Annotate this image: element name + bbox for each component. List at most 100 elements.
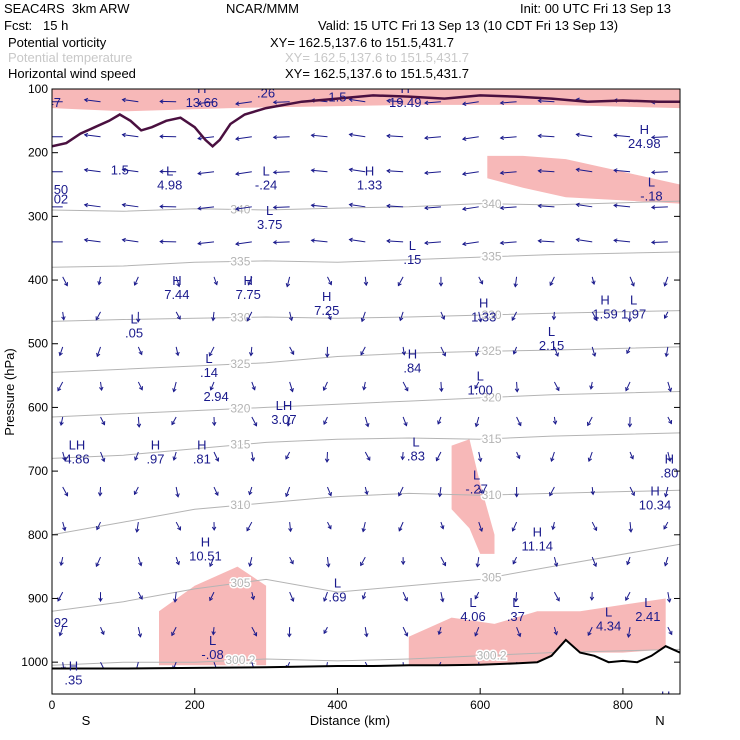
wind-vector-head (323, 597, 328, 602)
wind-vector-head (553, 562, 559, 568)
wind-vector-head (663, 314, 668, 319)
wind-vector (462, 171, 479, 175)
wind-vector-head (551, 525, 556, 531)
wind-vector-head (441, 315, 446, 320)
wind-vector (516, 381, 518, 392)
theta-contour-line (52, 200, 680, 212)
theta-contour-label: 325 (230, 357, 250, 371)
wind-vector-head (83, 97, 89, 103)
wind-vector-head (537, 238, 542, 244)
x-tick-label: 200 (185, 698, 205, 712)
wind-vector (478, 521, 483, 532)
extremum-marker: H (197, 437, 206, 452)
wind-vector-head (475, 563, 480, 568)
wind-vector (538, 240, 555, 243)
wind-vector-head (209, 596, 214, 602)
extremum-value: .35 (64, 672, 82, 687)
extremum-value: 10.34 (639, 497, 672, 512)
y-axis-label: Pressure (hPa) (2, 348, 17, 435)
wind-vector (175, 521, 181, 531)
wind-vector-head (211, 421, 217, 427)
wind-vector-head (138, 562, 143, 567)
wind-vector-head (62, 526, 67, 532)
wind-vector (235, 241, 252, 245)
wind-vector-head (628, 528, 633, 533)
wind-vector-head (121, 202, 126, 208)
wind-vector-head (360, 317, 366, 323)
theta-contour-label: 340 (230, 203, 250, 217)
wind-vector (251, 416, 257, 427)
wind-vector-head (591, 352, 597, 357)
wind-vector (553, 626, 558, 635)
wind-vector (249, 556, 253, 567)
wind-vector (84, 99, 101, 103)
wind-vector-head (474, 422, 480, 428)
wind-vector (462, 206, 479, 210)
wind-vector-head (499, 170, 505, 176)
wind-vector-head (348, 202, 353, 208)
wind-vector (247, 276, 253, 286)
wind-vector (311, 169, 328, 173)
wind-vector-head (438, 282, 444, 287)
wind-vector (84, 169, 101, 173)
wind-vector-head (366, 456, 371, 461)
wind-vector (174, 592, 177, 602)
extremum-value: 8.59 (457, 713, 482, 728)
wind-vector-head (401, 351, 407, 356)
wind-vector-head (537, 133, 542, 139)
wind-vector (478, 276, 483, 285)
wind-vector (651, 241, 668, 244)
wind-vector (440, 346, 446, 357)
wind-vector (629, 276, 635, 287)
extremum-value: .92 (50, 615, 68, 630)
wind-vector (235, 206, 252, 210)
wind-vector-head (591, 280, 596, 286)
theta-contour-label: 310 (230, 498, 250, 512)
wind-vector (667, 626, 673, 635)
wind-vector (212, 627, 215, 635)
pv-fill-region (408, 598, 666, 666)
wind-vector (364, 451, 371, 461)
extremum-marker: H (354, 699, 363, 714)
wind-vector (500, 136, 517, 139)
wind-vector (591, 521, 597, 531)
wind-vector-head (135, 528, 140, 533)
init-time: Init: 00 UTC Fri 13 Sep 13 (520, 1, 672, 16)
extremum-value: 13.66 (186, 95, 219, 110)
theta-contour-label: 310 (482, 488, 502, 502)
wind-vector-head (398, 492, 402, 497)
wind-vector (667, 381, 672, 392)
extremum-marker: LH (69, 437, 86, 452)
wind-vector (285, 451, 291, 460)
wind-vector (667, 416, 672, 424)
wind-vector-head (664, 493, 669, 498)
extremum-marker: L (166, 164, 173, 179)
wind-vector-head (101, 421, 106, 426)
wind-vector-head (440, 598, 445, 603)
extremum-value: .84 (403, 360, 421, 375)
wind-vector-head (386, 238, 391, 244)
wind-vector (62, 451, 66, 461)
wind-vector-head (478, 318, 483, 323)
wind-vector (550, 451, 555, 462)
extremum-marker: H (640, 122, 649, 137)
wind-vector (251, 451, 254, 461)
extremum-marker: H (261, 725, 270, 740)
extremum-value: 1.33 (357, 178, 382, 193)
wind-vector (587, 626, 593, 636)
wind-vector (122, 239, 139, 243)
wind-vector-head (477, 457, 483, 463)
wind-vector (323, 626, 328, 634)
wind-vector (399, 311, 404, 321)
wind-vector-head (83, 202, 89, 208)
wind-vector (327, 311, 332, 320)
wind-vector-head (213, 281, 218, 286)
wind-vector-head (121, 237, 126, 243)
theta-contour-line (52, 432, 680, 459)
wind-vector (98, 276, 102, 285)
wind-vector-head (310, 238, 315, 243)
wind-vector-head (537, 168, 542, 174)
wind-vector-head (513, 283, 518, 288)
wind-vector-head (133, 281, 138, 286)
